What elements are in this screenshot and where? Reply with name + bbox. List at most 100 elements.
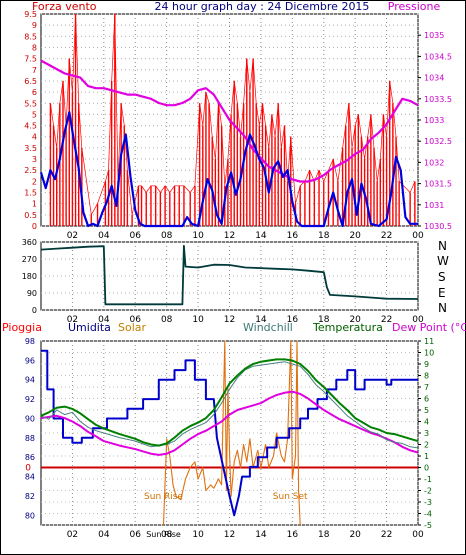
x-tick-label: 06 [130, 530, 142, 540]
wind-tick-label: 7 [32, 66, 37, 75]
gust-outline [50, 13, 416, 216]
x-tick-label: 12 [224, 530, 235, 540]
direction-tick-label: 90 [27, 289, 37, 298]
temp-tick-label: -3 [424, 498, 432, 507]
humidity-tick-label: 92 [25, 395, 35, 404]
pressure-axis-title: Pressione [388, 0, 441, 13]
wind-tick-label: 2.5 [24, 166, 37, 175]
humidity-tick-label: 82 [25, 492, 35, 501]
temp-tick-label: 1 [424, 452, 429, 461]
temp-tick-label: 10 [424, 349, 434, 358]
pressure-tick-label: 1031.5 [424, 180, 452, 189]
x-tick-label: 22 [381, 231, 392, 241]
wind-pressure-panel: 02 04 06 08 10 12 14 16 18 20 22 0000.511.522.533.5… [24, 10, 452, 241]
wind-tick-label: 4.5 [24, 122, 37, 131]
x-tick-label: 16 [287, 231, 299, 241]
wind-tick-label: 9.5 [24, 10, 37, 19]
x-tick-label: 16 [287, 530, 299, 540]
humidity-tick-label: 90 [25, 414, 35, 423]
wind-speed-line [39, 111, 418, 228]
humidity-tick-label: 94 [25, 376, 35, 385]
x-tick-label: 02 [67, 231, 78, 241]
humidity-line [41, 349, 418, 517]
pressure-tick-label: 1030.5 [424, 222, 452, 231]
x-tick-label: 10 [192, 231, 204, 241]
wind-tick-label: 0 [32, 222, 37, 231]
wind-tick-label: 3.5 [24, 144, 37, 153]
legend-pioggia: Pioggia [2, 321, 42, 334]
x-tick-label: 12 [224, 231, 235, 241]
temp-tick-label: -5 [424, 521, 432, 530]
x-tick-label: 14 [255, 530, 267, 540]
x-tick-label: 18 [318, 530, 330, 540]
sun-set-label: Sun Set [273, 492, 308, 502]
legend-temperatura: Temperatura [312, 321, 383, 334]
x-tick-label: 14 [255, 231, 267, 241]
x-tick-label: 20 [349, 231, 361, 241]
compass-n-bottom: N [438, 301, 447, 315]
temp-tick-label: 3 [424, 429, 429, 438]
wind-tick-label: 4 [32, 133, 37, 142]
wind-tick-label: 9 [32, 21, 37, 30]
temp-tick-label: 0 [424, 464, 429, 473]
wind-tick-label: 5.5 [24, 99, 37, 108]
x-tick-label: 08 [161, 231, 173, 241]
temp-tick-label: -2 [424, 487, 432, 496]
pressure-tick-label: 1031 [424, 201, 444, 210]
temp-tick-label: 8 [424, 372, 429, 381]
x-tick-label: 06 [130, 231, 142, 241]
legend: Pioggia Umidita Solar Windchill Temperat… [2, 321, 466, 334]
dew-point-line [40, 390, 419, 456]
wind-tick-label: 6 [32, 88, 37, 97]
compass-n-top: N [438, 239, 447, 253]
temperature-line [40, 358, 419, 447]
humidity-tick-label: 80 [25, 511, 35, 520]
temp-tick-label: 6 [424, 395, 429, 404]
sun-rise-label: Sun Rise [144, 492, 183, 502]
legend-windchill: Windchill [243, 321, 293, 334]
wind-tick-label: 5 [32, 110, 37, 119]
humidity-tick-label: 88 [25, 434, 35, 443]
pressure-tick-label: 1033.5 [424, 95, 452, 104]
temp-tick-label: 2 [424, 441, 429, 450]
pressure-tick-label: 1032 [424, 158, 444, 167]
humidity-tick-label: 96 [25, 356, 35, 365]
temp-tick-label: 9 [424, 360, 429, 369]
sun-rise-axis-label: Sun Rise [146, 530, 181, 539]
wind-tick-label: 6.5 [24, 77, 37, 86]
pressure-tick-label: 1034.5 [424, 52, 452, 61]
x-tick-label: 10 [192, 315, 204, 325]
wind-tick-label: 8.5 [24, 32, 37, 41]
wind-tick-label: 7.5 [24, 55, 37, 64]
direction-tick-label: 180 [22, 272, 37, 281]
direction-tick-label: 360 [22, 238, 37, 247]
temp-tick-label: 11 [424, 337, 434, 346]
chart-title: 24 hour graph day : 24 Dicembre 2015 [155, 0, 370, 13]
x-tick-label: 02 [67, 315, 78, 325]
wind-tick-label: 8 [32, 43, 37, 52]
wind-tick-label: 3 [32, 155, 37, 164]
compass-w: W [437, 254, 449, 268]
pressure-tick-label: 1033 [424, 116, 444, 125]
wind-tick-label: 1 [32, 200, 37, 209]
x-tick-label: 22 [381, 315, 392, 325]
x-tick-label: 18 [318, 231, 330, 241]
x-tick-label: 00 [412, 530, 424, 540]
legend-solar: Solar [118, 321, 147, 334]
x-tick-label: 18 [318, 315, 330, 325]
pressure-tick-label: 1035 [424, 31, 444, 40]
wind-tick-label: 2 [32, 177, 37, 186]
direction-tick-label: 0 [32, 306, 37, 315]
temp-tick-label: 7 [424, 383, 429, 392]
humidity-tick-label: 84 [25, 473, 35, 482]
pressure-tick-label: 1032.5 [424, 137, 452, 146]
pressure-line [40, 59, 419, 183]
temp-tick-label: -4 [424, 510, 432, 519]
x-tick-label: 08 [161, 530, 173, 540]
x-tick-label: 16 [287, 315, 299, 325]
x-tick-label: 04 [98, 231, 110, 241]
humidity-tick-label: 86 [25, 453, 35, 462]
